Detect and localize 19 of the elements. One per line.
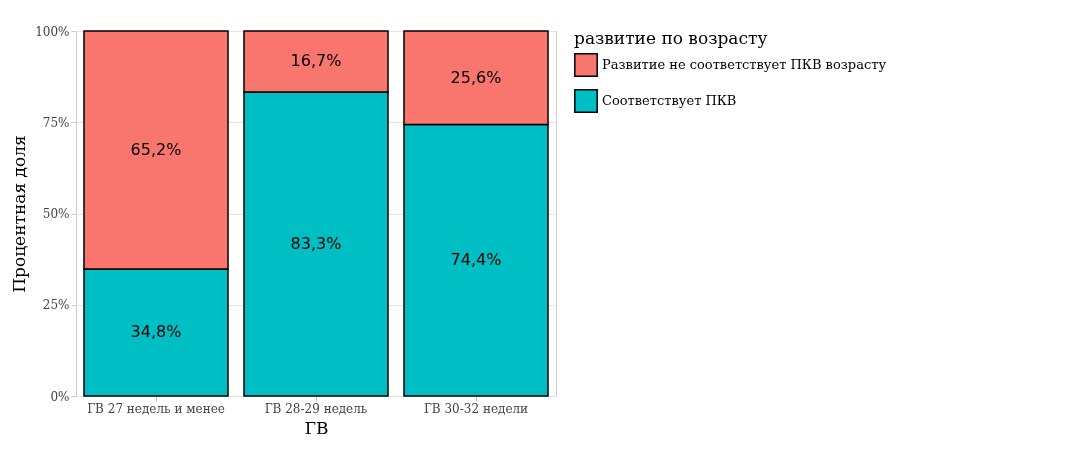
- legend-label: Соответствует ПКВ: [602, 93, 737, 108]
- x-axis-title: ГВ: [304, 417, 329, 438]
- y-tick-label: 75%: [42, 115, 70, 130]
- x-tick-label: ГВ 30-32 недели: [423, 401, 529, 416]
- data-label: 65,2%: [130, 139, 182, 159]
- data-label: 25,6%: [450, 67, 502, 87]
- data-label: 83,3%: [290, 233, 342, 253]
- data-label: 16,7%: [290, 51, 342, 71]
- data-label: 74,4%: [450, 250, 502, 270]
- legend-label: Развитие не соответствует ПКВ возрасту: [602, 57, 887, 72]
- y-tick-label: 100%: [35, 24, 70, 39]
- y-tick-label: 25%: [42, 298, 70, 313]
- y-axis-title: Процентная доля: [9, 135, 30, 293]
- x-tick-label: ГВ 28-29 недель: [264, 401, 368, 416]
- data-label: 34,8%: [130, 322, 182, 342]
- y-tick-label: 0%: [50, 389, 70, 404]
- y-tick-label: 50%: [42, 207, 70, 221]
- x-tick-label: ГВ 27 недель и менее: [87, 401, 225, 416]
- legend-title: развитие по возрасту: [574, 28, 768, 48]
